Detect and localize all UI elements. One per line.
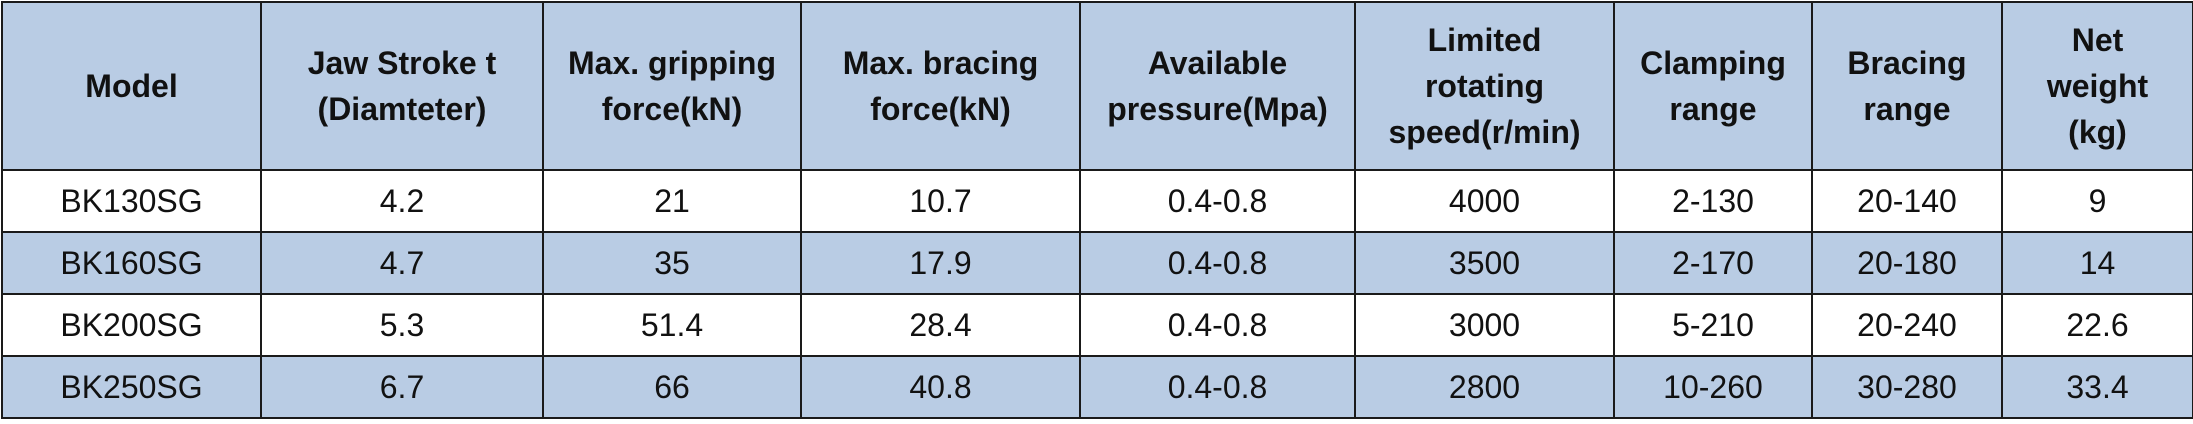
cell-available-pressure: 0.4-0.8 [1079, 169, 1356, 233]
cell-max-gripping-force: 21 [542, 169, 802, 233]
cell-max-bracing-force: 28.4 [800, 293, 1081, 357]
cell-max-bracing-force: 10.7 [800, 169, 1081, 233]
cell-clamping-range: 5-210 [1613, 293, 1813, 357]
table-row: BK250SG 6.7 66 40.8 0.4-0.8 2800 10-260 … [1, 355, 2193, 419]
cell-net-weight: 22.6 [2001, 293, 2193, 357]
cell-max-gripping-force: 35 [542, 231, 802, 295]
cell-model: BK130SG [1, 169, 262, 233]
cell-jaw-stroke: 6.7 [260, 355, 544, 419]
cell-net-weight: 33.4 [2001, 355, 2193, 419]
cell-jaw-stroke: 4.2 [260, 169, 544, 233]
cell-available-pressure: 0.4-0.8 [1079, 231, 1356, 295]
table-row: BK160SG 4.7 35 17.9 0.4-0.8 3500 2-170 2… [1, 231, 2193, 295]
header-jaw-stroke: Jaw Stroke t (Diamteter) [260, 1, 544, 171]
cell-limited-rotating-speed: 3500 [1354, 231, 1615, 295]
cell-bracing-range: 30-280 [1811, 355, 2003, 419]
cell-model: BK200SG [1, 293, 262, 357]
header-max-gripping-force: Max. gripping force(kN) [542, 1, 802, 171]
cell-max-bracing-force: 17.9 [800, 231, 1081, 295]
header-max-bracing-force: Max. bracing force(kN) [800, 1, 1081, 171]
cell-bracing-range: 20-240 [1811, 293, 2003, 357]
table-header: Model Jaw Stroke t (Diamteter) Max. grip… [1, 1, 2193, 171]
cell-limited-rotating-speed: 4000 [1354, 169, 1615, 233]
header-limited-rotating-speed: Limited rotating speed(r/min) [1354, 1, 1615, 171]
cell-model: BK250SG [1, 355, 262, 419]
cell-available-pressure: 0.4-0.8 [1079, 355, 1356, 419]
table-row: BK200SG 5.3 51.4 28.4 0.4-0.8 3000 5-210… [1, 293, 2193, 357]
cell-max-bracing-force: 40.8 [800, 355, 1081, 419]
header-clamping-range: Clamping range [1613, 1, 1813, 171]
cell-max-gripping-force: 51.4 [542, 293, 802, 357]
header-row: Model Jaw Stroke t (Diamteter) Max. grip… [1, 1, 2193, 171]
cell-bracing-range: 20-180 [1811, 231, 2003, 295]
cell-clamping-range: 2-170 [1613, 231, 1813, 295]
cell-max-gripping-force: 66 [542, 355, 802, 419]
cell-clamping-range: 2-130 [1613, 169, 1813, 233]
cell-clamping-range: 10-260 [1613, 355, 1813, 419]
table-row: BK130SG 4.2 21 10.7 0.4-0.8 4000 2-130 2… [1, 169, 2193, 233]
cell-net-weight: 14 [2001, 231, 2193, 295]
cell-jaw-stroke: 4.7 [260, 231, 544, 295]
cell-model: BK160SG [1, 231, 262, 295]
cell-available-pressure: 0.4-0.8 [1079, 293, 1356, 357]
cell-bracing-range: 20-140 [1811, 169, 2003, 233]
cell-net-weight: 9 [2001, 169, 2193, 233]
header-net-weight: Net weight (kg) [2001, 1, 2193, 171]
header-available-pressure: Available pressure(Mpa) [1079, 1, 1356, 171]
cell-limited-rotating-speed: 2800 [1354, 355, 1615, 419]
cell-limited-rotating-speed: 3000 [1354, 293, 1615, 357]
table-body: BK130SG 4.2 21 10.7 0.4-0.8 4000 2-130 2… [1, 169, 2193, 419]
header-bracing-range: Bracing range [1811, 1, 2003, 171]
cell-jaw-stroke: 5.3 [260, 293, 544, 357]
header-model: Model [1, 1, 262, 171]
